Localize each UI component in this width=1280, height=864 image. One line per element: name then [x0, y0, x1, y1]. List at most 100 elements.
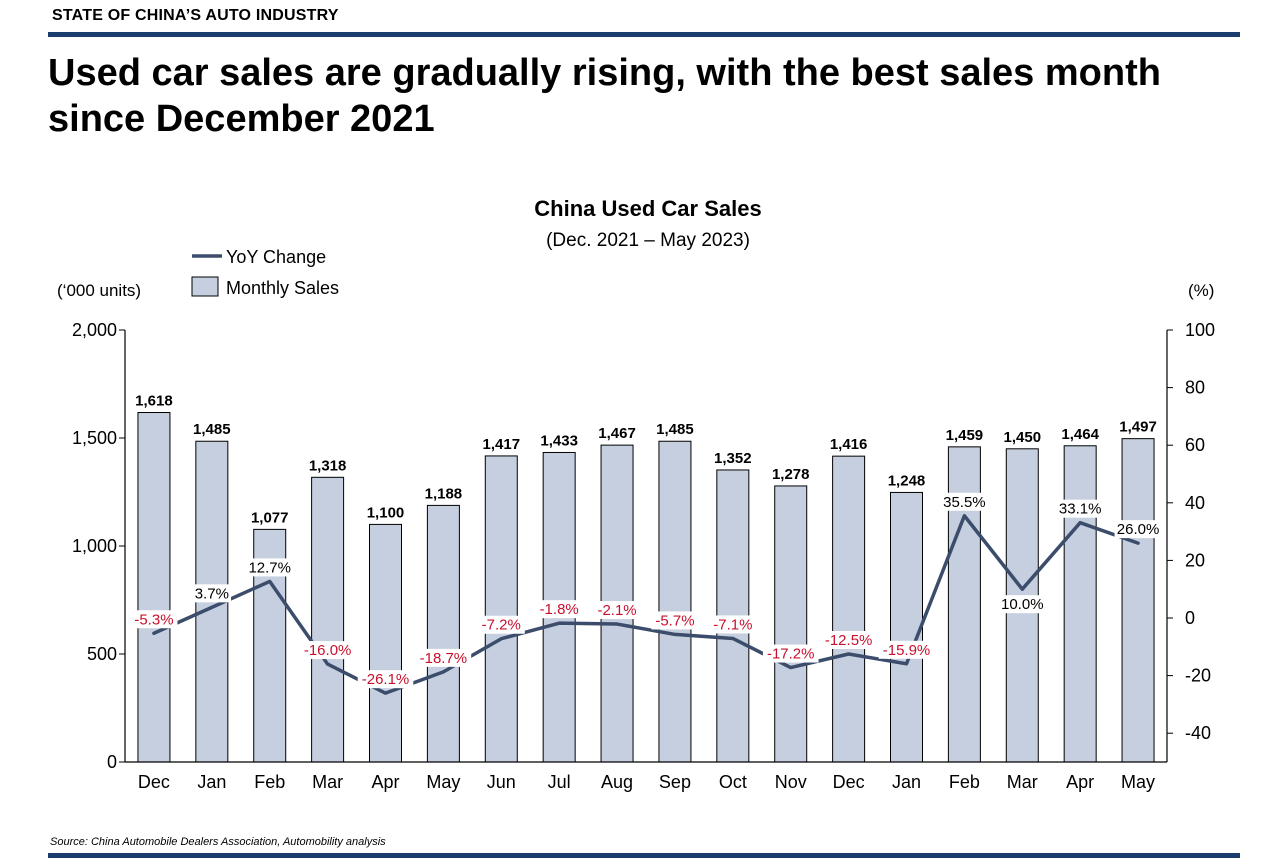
- yoy-data-label: 10.0%: [1001, 596, 1044, 613]
- yoy-data-label: -5.7%: [655, 612, 694, 629]
- chart-subtitle: (Dec. 2021 – May 2023): [546, 230, 750, 251]
- right-tick-label: 0: [1185, 608, 1195, 628]
- yoy-label-background: [651, 611, 699, 630]
- yoy-label-background: [299, 641, 356, 660]
- x-tick-label: Mar: [1007, 772, 1038, 792]
- x-tick-label: Feb: [254, 772, 285, 792]
- yoy-label-background: [130, 610, 178, 629]
- sales-bar: [426, 504, 460, 763]
- yoy-data-label: 3.7%: [195, 585, 229, 602]
- yoy-data-label: 35.5%: [943, 494, 986, 511]
- yoy-label-background: [940, 492, 988, 511]
- sales-bar: [369, 523, 402, 763]
- yoy-data-label: -5.3%: [134, 611, 173, 628]
- left-tick-label: 0: [107, 752, 117, 772]
- x-tick-label: Apr: [371, 772, 399, 792]
- legend-item-yoy-change: YoY Change: [226, 247, 326, 267]
- legend-bar-swatch: [191, 276, 219, 297]
- sales-data-label: 1,618: [135, 393, 173, 410]
- right-tick-label: -40: [1185, 723, 1211, 743]
- x-tick-label: Dec: [833, 772, 865, 792]
- sales-data-label: 1,077: [251, 509, 289, 526]
- yoy-label-background: [593, 601, 641, 620]
- yoy-data-label: -1.8%: [540, 601, 579, 618]
- yoy-data-label: -12.5%: [825, 632, 873, 649]
- yoy-label-background: [192, 584, 232, 603]
- sales-bar: [658, 440, 692, 763]
- yoy-label-background: [709, 615, 757, 634]
- headline: Used car sales are gradually rising, wit…: [48, 52, 1161, 140]
- sales-data-label: 1,497: [1119, 419, 1157, 436]
- yoy-label-background: [246, 558, 294, 577]
- bottom-rule: [48, 853, 1240, 858]
- sales-bar: [137, 412, 171, 763]
- x-tick-label: Jan: [892, 772, 921, 792]
- sales-bar: [1121, 438, 1155, 763]
- sales-bar: [890, 491, 923, 763]
- yoy-data-label: -7.2%: [482, 617, 521, 634]
- sales-bar: [484, 455, 518, 763]
- top-rule: [48, 32, 1240, 37]
- sales-data-label: 1,318: [309, 457, 347, 474]
- yoy-data-label: -18.7%: [420, 650, 468, 667]
- x-tick-label: Aug: [601, 772, 633, 792]
- right-axis-unit: (%): [1188, 281, 1214, 300]
- x-tick-label: Dec: [138, 772, 170, 792]
- right-tick-label: 60: [1185, 435, 1205, 455]
- yoy-label-background: [1114, 520, 1162, 539]
- sales-bar: [1063, 445, 1097, 763]
- x-tick-label: Sep: [659, 772, 691, 792]
- x-tick-label: Feb: [949, 772, 980, 792]
- sales-data-label: 1,433: [540, 432, 578, 449]
- yoy-change-line: [152, 514, 1140, 695]
- yoy-data-label: -15.9%: [883, 642, 931, 659]
- yoy-data-label: -2.1%: [597, 602, 636, 619]
- yoy-label-background: [762, 644, 819, 663]
- yoy-data-label: -26.1%: [362, 671, 410, 688]
- right-tick-label: 40: [1185, 493, 1205, 513]
- sales-data-label: 1,485: [193, 421, 231, 438]
- x-tick-label: May: [426, 772, 460, 792]
- x-tick-label: Mar: [312, 772, 343, 792]
- yoy-data-label: 12.7%: [248, 559, 291, 576]
- sales-data-label: 1,248: [888, 472, 926, 489]
- yoy-data-label: -17.2%: [767, 646, 815, 663]
- yoy-label-background: [357, 670, 414, 689]
- sales-data-label: 1,450: [1004, 429, 1042, 446]
- left-tick-label: 1,000: [72, 536, 117, 556]
- sales-data-label: 1,485: [656, 421, 694, 438]
- source-note: Source: China Automobile Dealers Associa…: [50, 836, 386, 848]
- yoy-label-background: [535, 600, 583, 619]
- yoy-label-background: [878, 640, 935, 659]
- sales-bar: [311, 476, 345, 763]
- plot-area: 0 500 1,000 1,500 2,000 -40 -20 0 20 40 60 80 100 Dec…: [72, 320, 1215, 792]
- yoy-data-label: -16.0%: [304, 642, 352, 659]
- sales-bar: [832, 455, 866, 763]
- sales-data-label: 1,352: [714, 450, 752, 467]
- sales-data-label: 1,416: [830, 436, 868, 453]
- yoy-label-background: [820, 631, 877, 649]
- left-tick-label: 1,500: [72, 428, 117, 448]
- sales-data-label: 1,464: [1061, 426, 1099, 443]
- sales-data-label: 1,467: [598, 425, 636, 442]
- sales-bar: [774, 485, 808, 763]
- x-tick-label: Jan: [197, 772, 226, 792]
- right-tick-label: -20: [1185, 666, 1211, 686]
- yoy-label-background: [415, 648, 472, 667]
- x-tick-label: Jun: [487, 772, 516, 792]
- x-tick-label: Nov: [775, 772, 807, 792]
- legend-item-monthly-sales: Monthly Sales: [226, 278, 339, 298]
- yoy-label-background: [1056, 499, 1104, 518]
- yoy-label-background: [998, 595, 1046, 614]
- left-axis-unit: (‘000 units): [57, 281, 141, 300]
- right-tick-label: 100: [1185, 320, 1215, 340]
- sales-data-label: 1,417: [483, 436, 521, 453]
- chart-title: China Used Car Sales: [534, 196, 761, 221]
- x-tick-label: Oct: [719, 772, 747, 792]
- sales-data-label: 1,100: [367, 504, 405, 521]
- right-tick-label: 80: [1185, 378, 1205, 398]
- left-tick-label: 500: [87, 644, 117, 664]
- x-tick-label: Apr: [1066, 772, 1094, 792]
- right-tick-label: 20: [1185, 550, 1205, 570]
